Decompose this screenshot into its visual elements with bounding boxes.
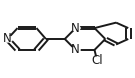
Circle shape — [71, 26, 80, 31]
Text: N: N — [71, 22, 80, 35]
Circle shape — [71, 47, 80, 52]
Text: N: N — [71, 43, 80, 56]
Text: N: N — [3, 33, 12, 45]
Circle shape — [2, 36, 13, 42]
Circle shape — [91, 57, 104, 65]
Text: Cl: Cl — [91, 54, 103, 67]
